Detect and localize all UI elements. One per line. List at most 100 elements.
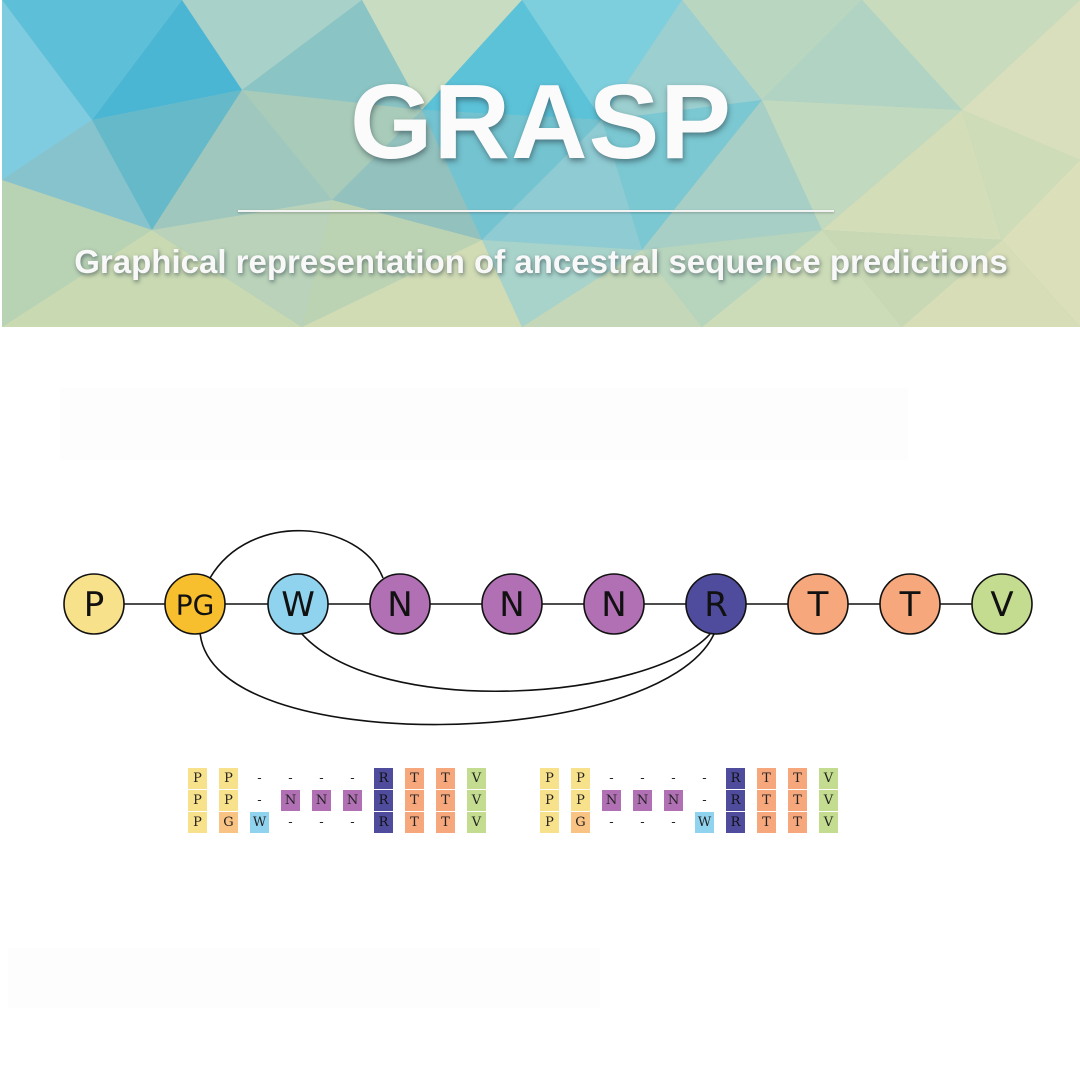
alignment-gap: - [671,815,676,830]
alignment-residue: P [571,768,590,789]
alignment-residue: R [726,768,745,789]
node-circle [685,573,747,635]
alignment-residue: R [726,790,745,811]
graph-node-t: T [787,573,849,635]
graph-edge [209,529,384,579]
alignment-residue: V [819,790,838,811]
alignment-residue: P [188,812,207,833]
header-banner: GRASP Graphical representation of ancest… [2,0,1080,327]
alignment-residue: T [405,790,424,811]
alignment-residue: V [819,768,838,789]
alignment-gap: - [671,771,676,786]
alignment-residue: V [467,768,486,789]
node-circle [63,573,125,635]
partial-order-graph: P PG W N N N R T T V [63,529,1033,726]
alignment-residue: P [219,790,238,811]
alignment-gap: - [609,771,614,786]
alignment-gap: - [288,771,293,786]
alignment-residue: R [374,790,393,811]
alignment-residue: G [571,812,590,833]
alignment-residue: N [281,790,300,811]
banner-subtitle: Graphical representation of ancestral se… [74,243,1008,280]
alignment-residue: T [436,790,455,811]
node-label: P [84,585,105,625]
graph-nodes: P PG W N N N R T T V [63,573,1033,635]
alignment-gap: - [609,815,614,830]
node-label: PG [176,589,215,622]
node-circle [583,573,645,635]
graph-node-r: R [685,573,747,635]
alignment-residue: T [757,768,776,789]
alignment-residue: W [250,812,269,833]
alignment-residue: T [788,768,807,789]
alignment-residue: T [436,812,455,833]
node-label: T [807,585,829,625]
alignment-residue: P [540,768,559,789]
alignment-gap: - [702,793,707,808]
low-poly-background [2,0,1080,327]
alignment-residue: G [219,812,238,833]
graph-node-p: P [63,573,125,635]
node-label: N [499,585,524,625]
alignment-residue: P [188,768,207,789]
node-label: T [899,585,921,625]
node-circle [787,573,849,635]
graph-node-t: T [879,573,941,635]
alignment-gap: - [257,793,262,808]
node-label: N [601,585,626,625]
alignment-residue: P [219,768,238,789]
node-label: N [387,585,412,625]
alignment-residue: N [312,790,331,811]
node-circle [369,573,431,635]
alignment-gap: - [702,771,707,786]
alignment-residue: T [788,812,807,833]
alignment-residue: W [695,812,714,833]
alignment-residue: T [757,812,776,833]
alignment-gap: - [257,771,262,786]
alignment-gap: - [319,815,324,830]
graph-node-pg: PG [164,573,226,635]
graph-node-n: N [583,573,645,635]
alignment-residue: N [664,790,683,811]
alignment-residue: N [633,790,652,811]
node-label: V [990,585,1013,625]
node-circle [164,573,226,635]
alignment-residue: N [602,790,621,811]
alignment-residue: N [343,790,362,811]
alignment-residue: R [374,768,393,789]
blank-panel [60,388,908,460]
alignment-residue: T [405,812,424,833]
blank-panel [8,948,600,1008]
graph-node-n: N [369,573,431,635]
alignment-gap: - [640,815,645,830]
alignment-residue: V [819,812,838,833]
alignment-residue: P [540,812,559,833]
node-circle [879,573,941,635]
alignment-residue: P [540,790,559,811]
banner-divider [238,210,834,212]
alignment-residue: T [405,768,424,789]
alignment-residue: R [374,812,393,833]
node-label: W [281,585,315,625]
banner-title: GRASP [350,63,732,181]
node-label: R [704,585,728,625]
graph-node-n: N [481,573,543,635]
graph-edge [301,633,711,693]
alignment-residue: P [188,790,207,811]
graph-node-v: V [971,573,1033,635]
graph-node-w: W [267,573,329,635]
node-circle [971,573,1033,635]
alignment-residue: P [571,790,590,811]
alignment-residue: V [467,812,486,833]
node-circle [481,573,543,635]
alignment-residue: R [726,812,745,833]
alignment-gap: - [288,815,293,830]
alignment-gap: - [319,771,324,786]
alignment-residue: T [436,768,455,789]
alignment-residue: V [467,790,486,811]
alignment-residue: T [788,790,807,811]
node-circle [267,573,329,635]
graph-edge [199,631,715,726]
alignment-residue: T [757,790,776,811]
alignment-gap: - [640,771,645,786]
